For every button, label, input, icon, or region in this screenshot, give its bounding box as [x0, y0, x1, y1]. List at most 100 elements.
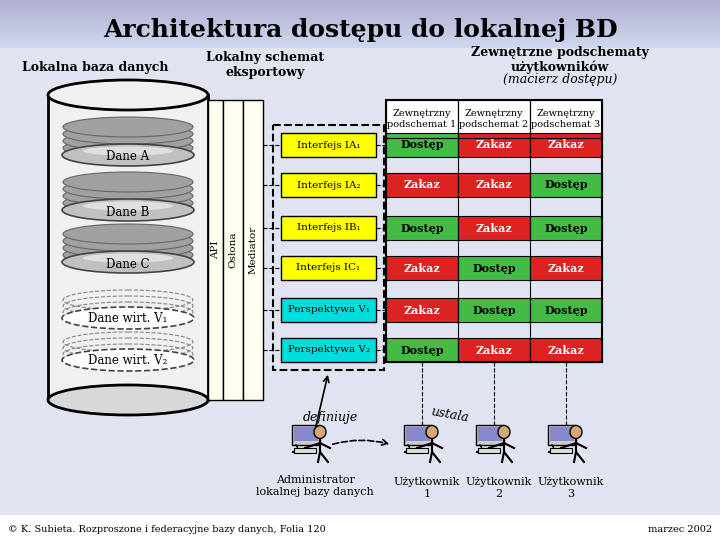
- Bar: [458, 100, 530, 138]
- Bar: [281, 216, 376, 240]
- Text: Dane wirt. V₁: Dane wirt. V₁: [89, 313, 168, 326]
- Text: Zakaz: Zakaz: [476, 222, 513, 233]
- Bar: [458, 338, 530, 362]
- Polygon shape: [0, 34, 720, 35]
- Text: Dostęp: Dostęp: [472, 305, 516, 315]
- Text: Zakaz: Zakaz: [476, 139, 513, 151]
- Bar: [458, 298, 530, 322]
- Bar: [281, 173, 376, 197]
- Polygon shape: [0, 1, 720, 2]
- Polygon shape: [0, 37, 720, 38]
- Ellipse shape: [83, 201, 173, 211]
- Text: Mediator: Mediator: [248, 226, 258, 274]
- Polygon shape: [0, 19, 720, 20]
- Bar: [243, 100, 263, 400]
- Polygon shape: [0, 30, 720, 31]
- Text: Dostęp: Dostęp: [400, 222, 444, 233]
- Text: Dane A: Dane A: [107, 151, 150, 164]
- Polygon shape: [0, 26, 720, 27]
- Bar: [281, 133, 376, 157]
- Text: Lokalny schemat
eksportowy: Lokalny schemat eksportowy: [206, 51, 324, 79]
- Text: Zewnętrzny
podschemat 2: Zewnętrzny podschemat 2: [459, 109, 528, 129]
- Bar: [208, 100, 223, 400]
- Text: Zakaz: Zakaz: [548, 139, 585, 151]
- Ellipse shape: [63, 231, 193, 251]
- Text: Dostęp: Dostęp: [544, 179, 588, 191]
- Text: Dane B: Dane B: [107, 206, 150, 219]
- Text: Zakaz: Zakaz: [404, 262, 441, 273]
- Polygon shape: [0, 47, 720, 48]
- Polygon shape: [0, 28, 720, 29]
- Bar: [386, 298, 458, 322]
- Text: Zakaz: Zakaz: [548, 262, 585, 273]
- Bar: [223, 100, 243, 400]
- Polygon shape: [0, 31, 720, 32]
- Polygon shape: [0, 24, 720, 25]
- Text: Interfejs IA₂: Interfejs IA₂: [297, 180, 360, 190]
- Polygon shape: [0, 36, 720, 37]
- Polygon shape: [0, 4, 720, 5]
- Text: ustala: ustala: [430, 405, 470, 425]
- Bar: [530, 133, 602, 157]
- Text: Zakaz: Zakaz: [548, 345, 585, 355]
- Text: Dostęp: Dostęp: [400, 345, 444, 355]
- Text: Perspektywa V₁: Perspektywa V₁: [287, 306, 369, 314]
- Polygon shape: [0, 41, 720, 42]
- Bar: [458, 133, 530, 157]
- Bar: [386, 173, 458, 197]
- Polygon shape: [0, 40, 720, 41]
- Polygon shape: [0, 2, 720, 3]
- Bar: [530, 173, 602, 197]
- Text: Interfejs IA₁: Interfejs IA₁: [297, 140, 360, 150]
- Text: Zakaz: Zakaz: [404, 305, 441, 315]
- Polygon shape: [0, 20, 720, 21]
- Ellipse shape: [83, 146, 173, 156]
- Polygon shape: [0, 10, 720, 11]
- Polygon shape: [0, 29, 720, 30]
- Ellipse shape: [63, 117, 193, 137]
- Bar: [294, 427, 318, 441]
- Text: © K. Subieta. Rozproszone i federacyjne bazy danych, Folia 120: © K. Subieta. Rozproszone i federacyjne …: [8, 525, 325, 535]
- Ellipse shape: [62, 251, 194, 273]
- Polygon shape: [0, 15, 720, 16]
- Ellipse shape: [63, 172, 193, 192]
- Bar: [458, 256, 530, 280]
- Text: Dane wirt. V₂: Dane wirt. V₂: [89, 354, 168, 368]
- Polygon shape: [0, 13, 720, 14]
- Text: Perspektywa V₂: Perspektywa V₂: [287, 346, 369, 354]
- Polygon shape: [0, 43, 720, 44]
- Text: Dostęp: Dostęp: [544, 222, 588, 233]
- Polygon shape: [0, 11, 720, 12]
- Text: Architektura dostępu do lokalnej BD: Architektura dostępu do lokalnej BD: [103, 18, 617, 42]
- Polygon shape: [0, 0, 720, 1]
- Polygon shape: [0, 14, 720, 15]
- Polygon shape: [0, 27, 720, 28]
- Ellipse shape: [63, 179, 193, 199]
- Bar: [386, 338, 458, 362]
- Ellipse shape: [63, 238, 193, 258]
- Polygon shape: [0, 48, 720, 515]
- Text: Użytkownik
1: Użytkownik 1: [394, 477, 460, 498]
- Polygon shape: [0, 46, 720, 47]
- Text: definiuje: definiuje: [302, 411, 358, 424]
- Text: Zakaz: Zakaz: [476, 345, 513, 355]
- Polygon shape: [0, 16, 720, 17]
- Text: Zewnętrzne podschematy
użytkowników: Zewnętrzne podschematy użytkowników: [471, 46, 649, 75]
- Bar: [476, 425, 504, 445]
- Bar: [550, 427, 574, 441]
- Bar: [386, 100, 602, 362]
- Bar: [281, 338, 376, 362]
- Polygon shape: [0, 35, 720, 36]
- Bar: [404, 425, 432, 445]
- Ellipse shape: [63, 138, 193, 158]
- Ellipse shape: [48, 385, 208, 415]
- Polygon shape: [0, 45, 720, 46]
- Polygon shape: [0, 18, 720, 19]
- Bar: [386, 133, 458, 157]
- Ellipse shape: [63, 186, 193, 206]
- Bar: [458, 173, 530, 197]
- Text: Zakaz: Zakaz: [404, 179, 441, 191]
- Polygon shape: [0, 12, 720, 13]
- Text: Zakaz: Zakaz: [476, 179, 513, 191]
- Bar: [406, 427, 430, 441]
